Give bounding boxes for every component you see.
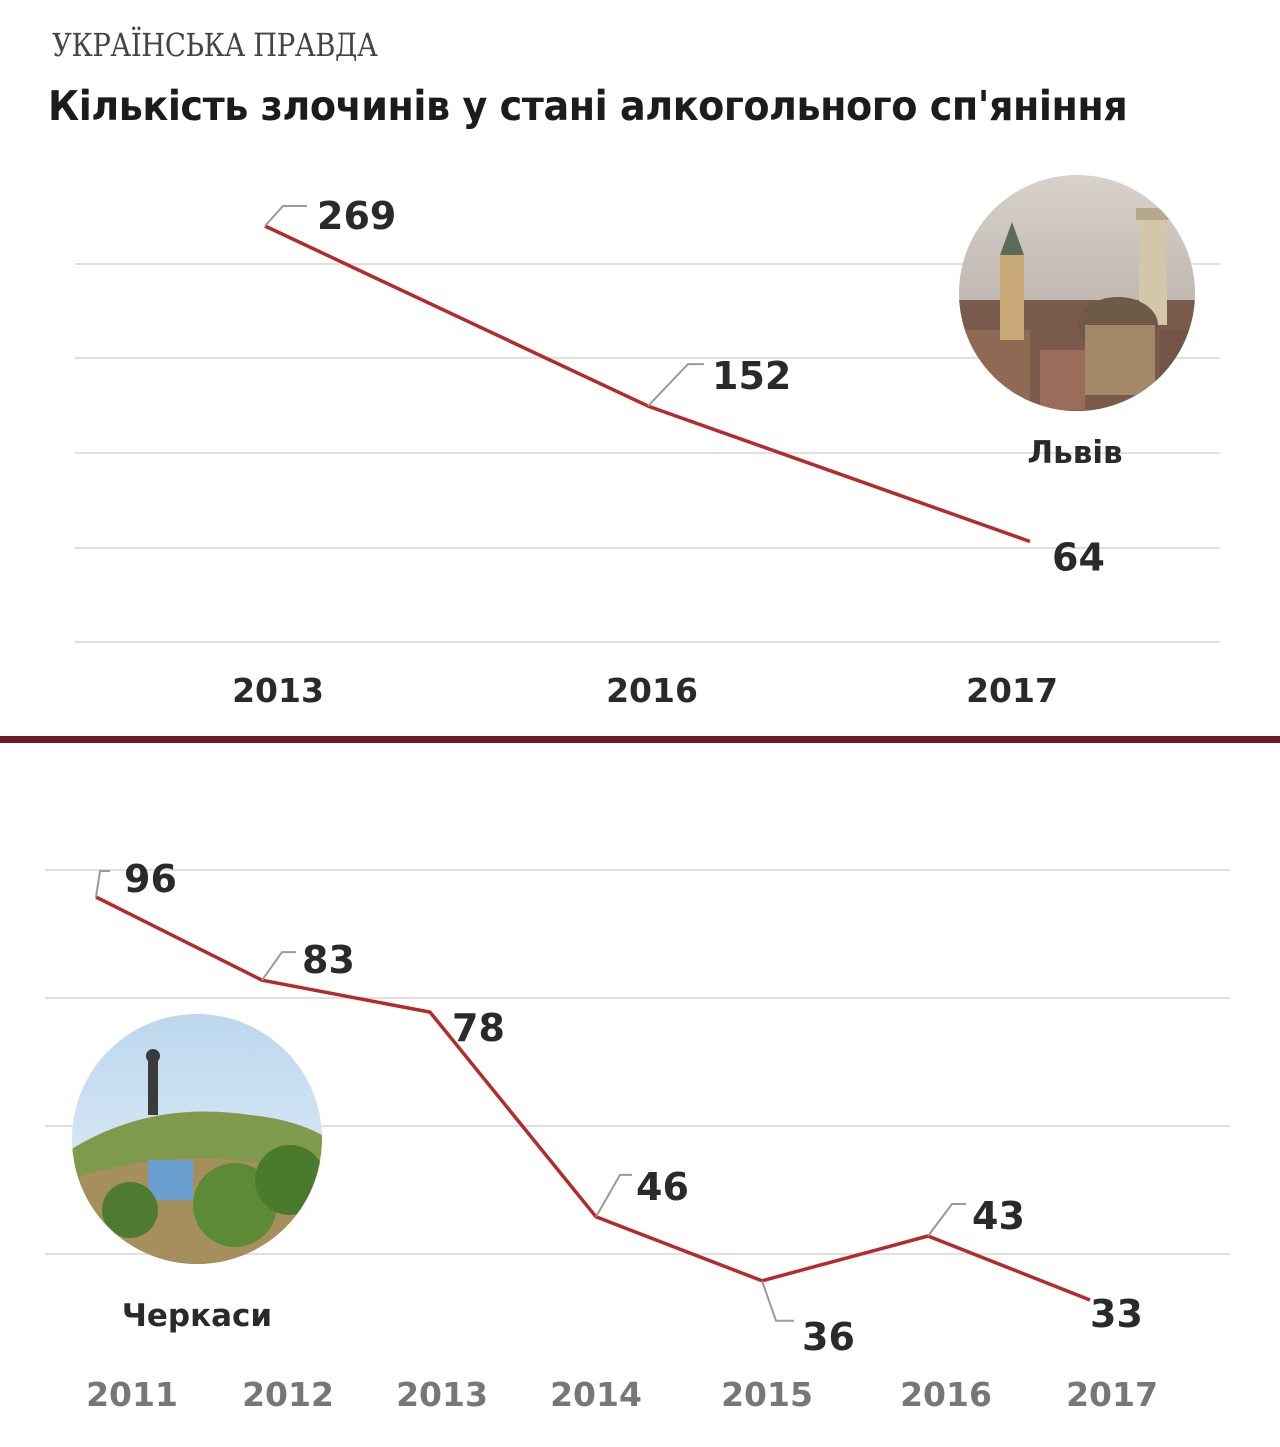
- data-label: 43: [972, 1194, 1025, 1238]
- page-title: Кількість злочинів у стані алкогольного …: [48, 82, 1128, 130]
- x-tick-labels: 2013 2016 2017: [232, 671, 1058, 710]
- leader-line: [647, 363, 704, 407]
- data-label: 269: [317, 194, 396, 238]
- data-label: 78: [452, 1006, 505, 1050]
- leaders: [264, 205, 704, 407]
- x-tick-label: 2017: [1066, 1375, 1158, 1414]
- x-tick-label: 2014: [550, 1375, 642, 1414]
- data-label: 83: [302, 938, 355, 982]
- lviv-chart: 269 152 64 2013 2016 2017 Львів: [75, 175, 1220, 710]
- leader-line: [264, 205, 307, 227]
- x-tick-label: 2016: [900, 1375, 992, 1414]
- data-label: 46: [636, 1165, 689, 1209]
- x-tick-label: 2013: [396, 1375, 488, 1414]
- leader-line: [595, 1173, 632, 1218]
- x-tick-label: 2015: [721, 1375, 813, 1414]
- leader-line: [261, 951, 296, 981]
- data-label: 152: [712, 354, 791, 398]
- leader-line: [927, 1203, 966, 1237]
- data-label: 33: [1090, 1292, 1143, 1336]
- series-line: [264, 224, 1031, 544]
- x-tick-label: 2011: [86, 1375, 178, 1414]
- city-photo: [72, 1014, 322, 1264]
- x-tick-label: 2012: [242, 1375, 334, 1414]
- x-tick-label: 2016: [606, 671, 698, 710]
- section-divider: [0, 736, 1280, 743]
- x-tick-label: 2013: [232, 671, 324, 710]
- data-label: 96: [124, 857, 177, 901]
- x-tick-labels: 2011 2012 2013 2014 2015 2016 2017: [86, 1375, 1158, 1414]
- x-tick-label: 2017: [966, 671, 1058, 710]
- data-label: 64: [1052, 536, 1105, 580]
- city-label: Львів: [1027, 435, 1122, 471]
- brand-logo: УКРАЇНСЬКА ПРАВДА: [52, 26, 378, 64]
- value-labels: 96 83 78 46 36 43 33: [124, 857, 1143, 1359]
- data-label: 36: [802, 1315, 855, 1359]
- leader-line: [761, 1280, 794, 1322]
- city-label: Черкаси: [122, 1298, 272, 1334]
- leaders: [95, 870, 966, 1322]
- leader-line: [95, 870, 110, 898]
- value-labels: 269 152 64: [317, 194, 1105, 580]
